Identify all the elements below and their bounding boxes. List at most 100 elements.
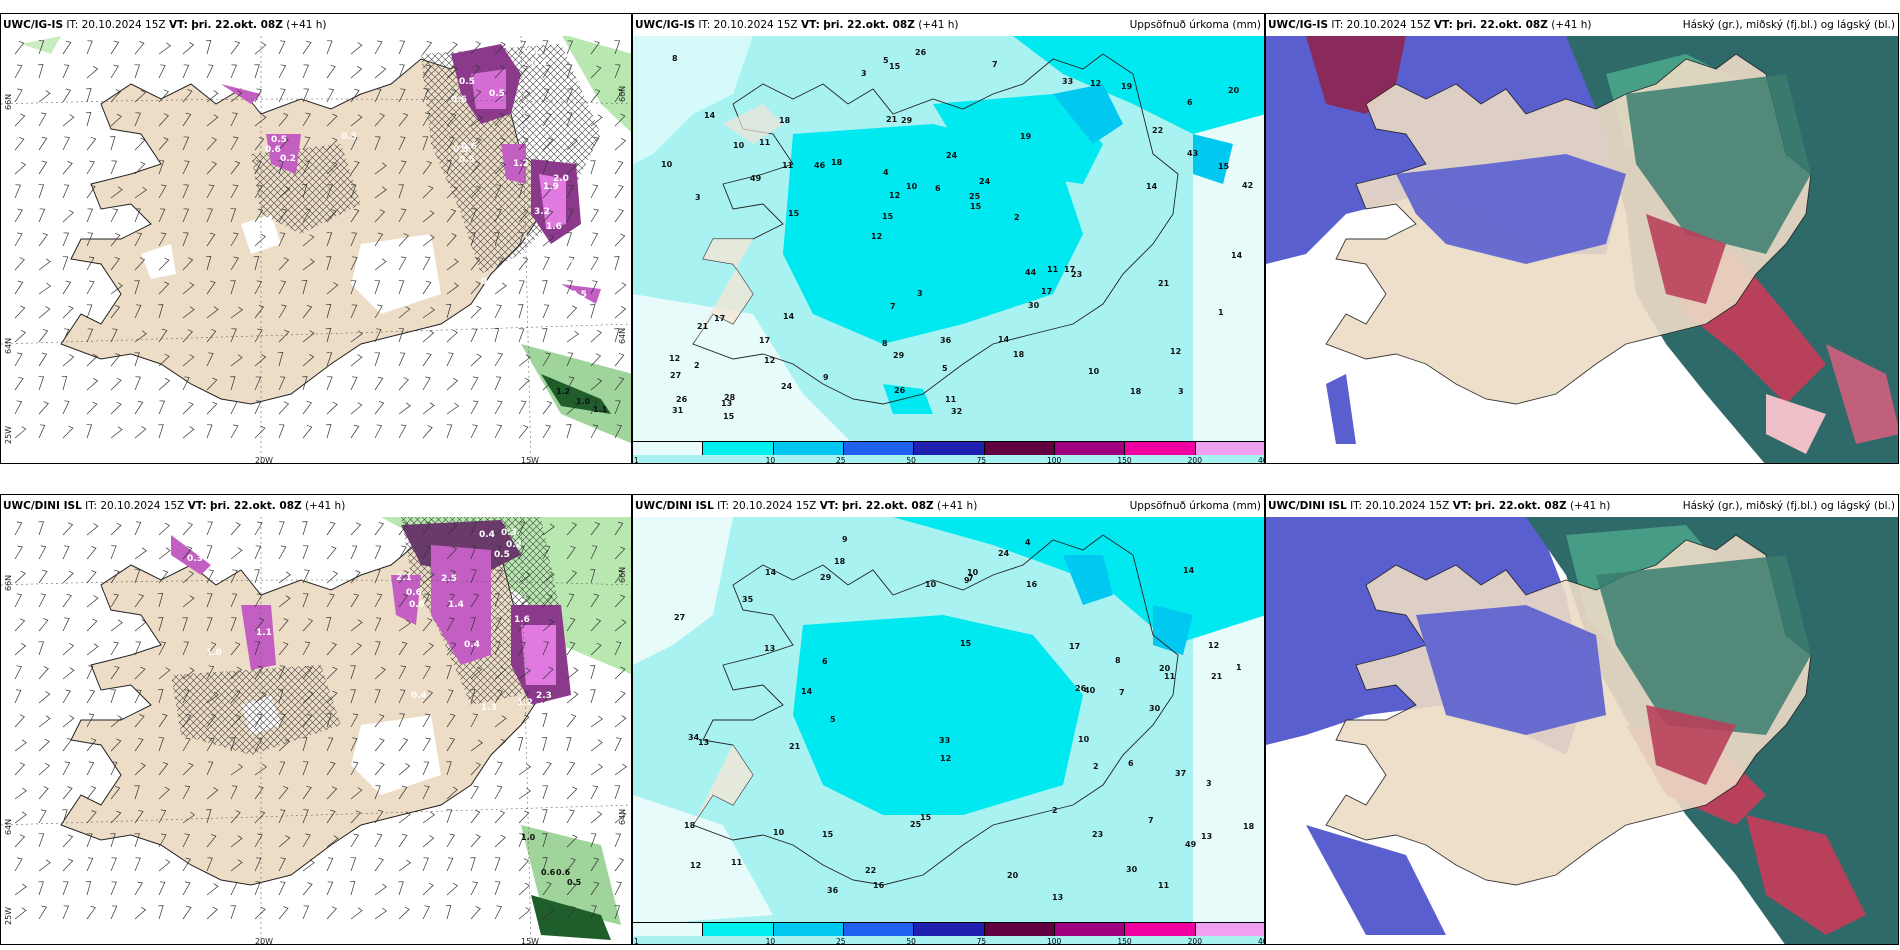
wind-barb	[470, 617, 476, 632]
wind-barb	[590, 881, 600, 896]
wind-barb	[566, 256, 575, 271]
wind-barb	[110, 304, 121, 319]
wind-barb	[422, 571, 435, 584]
wind-barb	[566, 882, 577, 896]
wind-barb	[134, 64, 140, 79]
wind-barb	[86, 208, 94, 223]
wind-barb	[62, 40, 72, 55]
wind-barb	[374, 809, 384, 824]
wind-barb	[182, 354, 195, 367]
wind-barb	[518, 714, 530, 728]
wind-barb	[182, 713, 192, 728]
wind-barb	[614, 763, 628, 776]
wind-barb	[446, 617, 455, 632]
wind-barb	[14, 739, 27, 752]
panel-precip-ig-is: UWC/IG-IS IT: 20.10.2024 15Z VT: þri. 22…	[632, 13, 1265, 464]
colorbar-tick: 1	[634, 456, 639, 464]
wind-barb	[566, 330, 580, 343]
wind-barb	[206, 329, 217, 343]
wind-barb	[62, 425, 74, 439]
wind-barb	[110, 881, 117, 896]
wind-barb	[470, 305, 482, 319]
wind-barb	[590, 280, 598, 295]
wind-barb	[14, 593, 23, 608]
precip-value: 14	[783, 312, 795, 321]
wind-barb	[109, 136, 116, 151]
wind-barb	[302, 136, 311, 151]
precip-value: 18	[831, 158, 843, 167]
wind-barb	[614, 400, 621, 415]
wind-barb	[134, 666, 146, 680]
colorbar-segment	[1195, 922, 1264, 936]
wind-barb	[590, 114, 603, 127]
wind-barb	[374, 232, 384, 247]
wind-barb	[206, 114, 219, 127]
wind-barb	[326, 64, 336, 79]
wind-barb	[182, 401, 194, 415]
wind-barb	[518, 641, 526, 656]
wind-barb	[614, 113, 626, 127]
wind-barb	[470, 161, 481, 175]
wind-barb	[350, 761, 359, 776]
wind-barb	[446, 377, 459, 391]
wind-barb	[590, 353, 602, 367]
snow-value: 0.4	[464, 640, 480, 650]
colorbar-segment	[703, 441, 774, 455]
wind-barb	[590, 400, 598, 415]
wind-barb	[398, 402, 411, 415]
wind-barb	[422, 160, 432, 175]
wind-barb	[326, 282, 339, 295]
wind-barb	[422, 256, 431, 271]
wind-barb	[422, 64, 432, 79]
wind-barb	[590, 593, 600, 608]
snow-value: 1.3	[523, 235, 539, 245]
wind-barb	[278, 809, 286, 824]
wind-barb	[38, 859, 51, 872]
wind-barb	[182, 376, 190, 391]
wind-barb	[422, 811, 436, 824]
wind-barb	[110, 761, 118, 776]
wind-barb	[422, 521, 431, 536]
wind-barb	[590, 136, 600, 151]
wind-barb	[134, 280, 140, 295]
wind-barb	[302, 40, 312, 55]
wind-barb	[230, 400, 238, 415]
colorbar-segment	[1195, 441, 1264, 455]
snow-value: 1.2	[513, 159, 529, 169]
wind-barb	[206, 161, 217, 175]
green-patch	[21, 36, 61, 54]
colorbar-tick: 75	[976, 456, 987, 464]
wind-barb	[134, 304, 142, 319]
wind-barb	[614, 666, 626, 680]
wind-barb	[254, 521, 263, 536]
wind-barb	[38, 569, 48, 584]
precip-value: 10	[773, 828, 785, 837]
precip-value: 10	[1088, 367, 1100, 376]
wind-barb	[326, 209, 337, 223]
wind-barb	[38, 521, 44, 536]
wind-barb	[542, 857, 548, 872]
panel-header: UWC/DINI ISL IT: 20.10.2024 15Z VT: þri.…	[633, 495, 1264, 517]
precip-value: 8	[1115, 656, 1121, 665]
wind-barb	[422, 835, 435, 848]
wind-barb	[326, 401, 338, 415]
wind-barbs	[14, 521, 628, 920]
wind-barb	[542, 112, 552, 127]
wind-barb	[398, 328, 405, 343]
wind-barb	[302, 258, 315, 271]
precip-value: 2	[1052, 806, 1058, 815]
panel-header: UWC/IG-IS IT: 20.10.2024 15Z VT: þri. 22…	[1266, 14, 1898, 36]
wind-barb	[110, 522, 122, 536]
wind-barb	[590, 739, 603, 752]
colorbar-tick: 200	[1187, 456, 1202, 464]
wind-barb	[182, 41, 195, 55]
wind-barb	[326, 666, 338, 680]
wind-barb	[86, 738, 97, 752]
precip-value: 17	[1064, 265, 1075, 274]
map-title: Uppsöfnuð úrkoma (mm)	[1129, 19, 1261, 31]
wind-barb	[62, 881, 69, 896]
wind-barb	[398, 64, 405, 79]
valid-time: þri. 22.okt. 08Z	[209, 500, 302, 512]
wind-barb	[566, 641, 576, 656]
precip-value: 14	[765, 568, 777, 577]
